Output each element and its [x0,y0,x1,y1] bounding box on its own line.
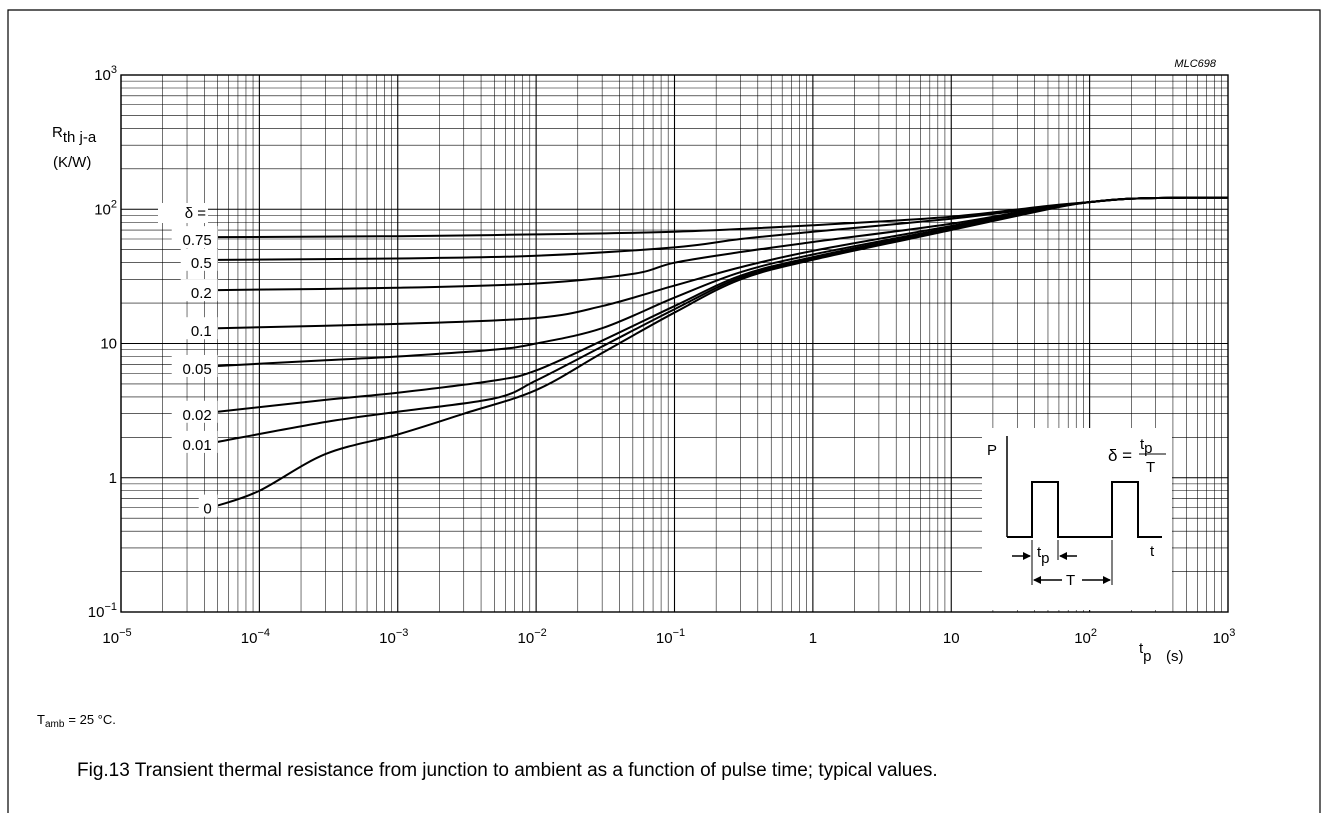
delta-header-bg [158,203,208,223]
inset-tp-label: tp [1037,544,1050,567]
series-label-0.01: 0.01 [183,437,212,454]
y-tick-label: 10 [100,336,117,353]
series-label-0: 0 [203,501,211,518]
ambient-condition: Tamb = 25 °C. [37,712,116,730]
x-axis-label: tp [1139,640,1152,665]
inset-formula-numerator: tp [1140,436,1153,457]
series-group [217,196,1229,507]
inset-T-right-arrowhead [1103,576,1111,584]
figure-border [7,9,1321,813]
inset-tp-left-arrowhead [1023,552,1031,560]
series-label-bg [180,248,218,271]
inset-formula-denominator: T [1146,459,1155,476]
x-tick-label: 10−2 [518,627,547,647]
x-tick-label: 10−1 [656,627,685,647]
inset-tp-right-arrowhead [1059,552,1067,560]
series-label-bg [171,226,218,249]
series-label-0.75: 0.75 [183,232,212,249]
inset-background [982,428,1172,610]
figure-caption: Fig.13 Transient thermal resistance from… [77,760,938,781]
plot-frame [120,74,1229,613]
grid-lines [120,74,1229,613]
inset-T-left-arrowhead [1033,576,1041,584]
series-label-bg [171,354,218,377]
series-label-0.2: 0.2 [191,285,212,302]
series-label-bg [171,430,218,453]
series-line-0 [217,196,1229,507]
x-tick-label: 1 [809,630,817,647]
series-label-0.05: 0.05 [183,361,212,378]
inset-T-label: T [1066,572,1075,589]
inset-p-label: P [987,442,997,459]
chart-code: MLC698 [1174,58,1216,70]
y-tick-label: 103 [94,64,117,84]
y-tick-label: 10−1 [88,601,117,621]
x-tick-label: 10−3 [379,627,408,647]
x-tick-label: 10−4 [241,627,270,647]
series-label-0.1: 0.1 [191,323,212,340]
series-label-bg [180,279,218,302]
inset-t-label: t [1150,543,1155,560]
series-label-bg [180,317,218,340]
series-label-0.5: 0.5 [191,255,212,272]
x-tick-label: 10 [943,630,960,647]
axis-tick-labels: 10−5 10−4 10−3 10−2 10−1 1 10 102 103 10−1 1 10 102 1… [88,64,1236,647]
inset-pulse-train [1007,481,1162,538]
x-tick-label: 102 [1074,627,1097,647]
x-axis-unit: (s) [1166,648,1184,665]
y-axis-unit: (K/W) [53,154,91,171]
delta-header: δ = [185,205,207,222]
y-axis-label: Rth j-a [52,124,97,146]
x-tick-label: 10−5 [102,627,131,647]
chart-area: 10−5 10−4 10−3 10−2 10−1 1 10 102 103 10−1 1 10 102 1… [88,64,1236,647]
y-tick-label: 1 [109,470,117,487]
series-label-bg [171,400,218,423]
series-label-bg [198,494,218,517]
pulse-waveform-inset: P t δ = tp T tp T [982,428,1172,610]
y-tick-label: 102 [94,198,117,218]
x-tick-label: 103 [1213,627,1236,647]
inset-formula-left: δ = [1108,446,1132,465]
series-label-0.02: 0.02 [183,407,212,424]
series-labels: δ = 0.75 0.5 0.2 0.1 0.05 0.02 0.01 0 [158,203,218,518]
